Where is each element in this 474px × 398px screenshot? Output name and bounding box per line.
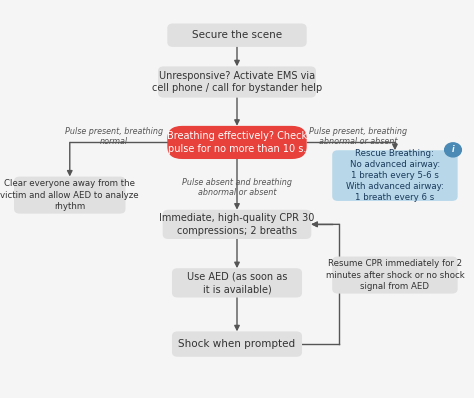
FancyBboxPatch shape (158, 66, 316, 98)
Text: Secure the scene: Secure the scene (192, 30, 282, 40)
Text: Unresponsive? Activate EMS via
cell phone / call for bystander help: Unresponsive? Activate EMS via cell phon… (152, 71, 322, 93)
Text: Use AED (as soon as
it is available): Use AED (as soon as it is available) (187, 272, 287, 294)
Text: Resume CPR immediately for 2
minutes after shock or no shock
signal from AED: Resume CPR immediately for 2 minutes aft… (326, 259, 465, 291)
FancyBboxPatch shape (172, 268, 302, 297)
FancyBboxPatch shape (14, 177, 126, 214)
FancyBboxPatch shape (332, 150, 457, 201)
FancyBboxPatch shape (172, 332, 302, 357)
Text: Clear everyone away from the
victim and allow AED to analyze
rhythm: Clear everyone away from the victim and … (0, 179, 139, 211)
FancyBboxPatch shape (167, 23, 307, 47)
Text: Rescue Breathing:
No advanced airway:
1 breath every 5-6 s
With advanced airway:: Rescue Breathing: No advanced airway: 1 … (346, 149, 444, 202)
Circle shape (445, 143, 461, 157)
Text: Pulse absent and breathing
abnormal or absent: Pulse absent and breathing abnormal or a… (182, 178, 292, 197)
FancyBboxPatch shape (332, 257, 457, 294)
Text: Immediate, high-quality CPR 30
compressions; 2 breaths: Immediate, high-quality CPR 30 compressi… (159, 213, 315, 236)
FancyBboxPatch shape (167, 126, 307, 159)
Text: Breathing effectively? Check
pulse for no more than 10 s.: Breathing effectively? Check pulse for n… (167, 131, 307, 154)
Text: Pulse present, breathing
abnormal or absent: Pulse present, breathing abnormal or abs… (309, 127, 407, 146)
FancyBboxPatch shape (163, 210, 311, 239)
Text: Pulse present, breathing
normal: Pulse present, breathing normal (65, 127, 163, 146)
Text: Shock when prompted: Shock when prompted (178, 339, 296, 349)
Text: i: i (452, 145, 454, 154)
